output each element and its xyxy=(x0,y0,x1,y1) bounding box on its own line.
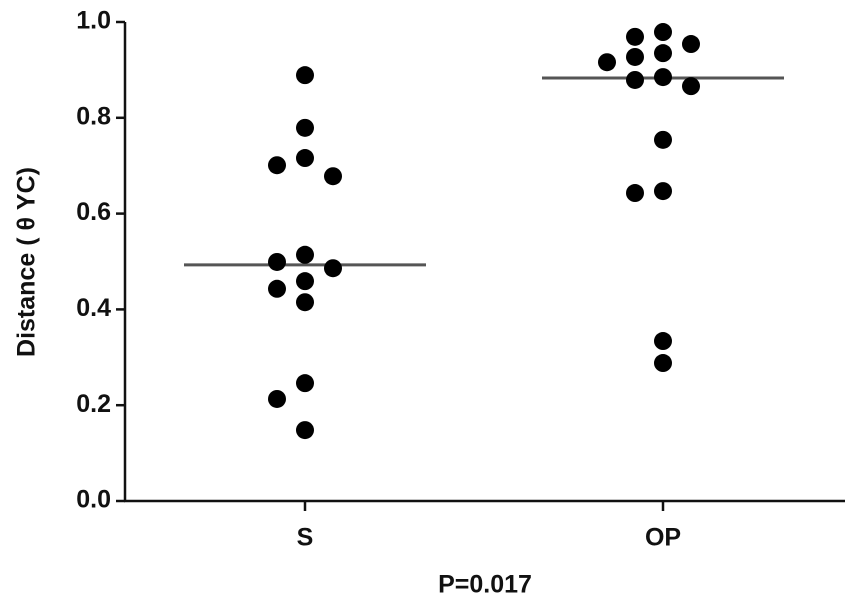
data-point xyxy=(654,68,672,87)
data-point xyxy=(296,245,314,264)
data-point xyxy=(296,149,314,168)
data-point xyxy=(268,156,286,175)
data-point xyxy=(682,35,700,54)
data-point xyxy=(296,66,314,85)
y-tick-label: 0.4 xyxy=(76,294,111,322)
data-point xyxy=(654,23,672,42)
y-tick-label: 0.2 xyxy=(76,390,111,418)
y-tick-label: 0.6 xyxy=(76,198,111,226)
data-point xyxy=(654,44,672,63)
data-point xyxy=(268,252,286,271)
data-point xyxy=(324,167,342,186)
y-tick-label: 1.0 xyxy=(76,7,111,35)
data-point xyxy=(626,47,644,66)
data-point xyxy=(296,272,314,291)
data-point xyxy=(626,184,644,203)
data-point xyxy=(654,130,672,149)
x-axis-label: P=0.017 xyxy=(438,571,532,599)
data-point xyxy=(296,293,314,312)
x-tick-label: OP xyxy=(645,524,681,552)
data-point xyxy=(626,70,644,89)
data-point xyxy=(324,259,342,278)
data-point xyxy=(654,354,672,373)
x-tick-label: S xyxy=(297,524,314,552)
y-axis-label: Distance ( θ YC) xyxy=(13,167,41,357)
data-point xyxy=(626,27,644,46)
data-point xyxy=(268,389,286,408)
data-point xyxy=(654,332,672,351)
data-point xyxy=(296,118,314,137)
data-point xyxy=(296,374,314,393)
y-tick-label: 0.0 xyxy=(76,486,111,514)
data-point xyxy=(268,279,286,298)
data-point xyxy=(598,53,616,72)
y-tick-label: 0.8 xyxy=(76,102,111,130)
data-point xyxy=(654,182,672,201)
data-point xyxy=(682,77,700,96)
data-point xyxy=(296,421,314,440)
